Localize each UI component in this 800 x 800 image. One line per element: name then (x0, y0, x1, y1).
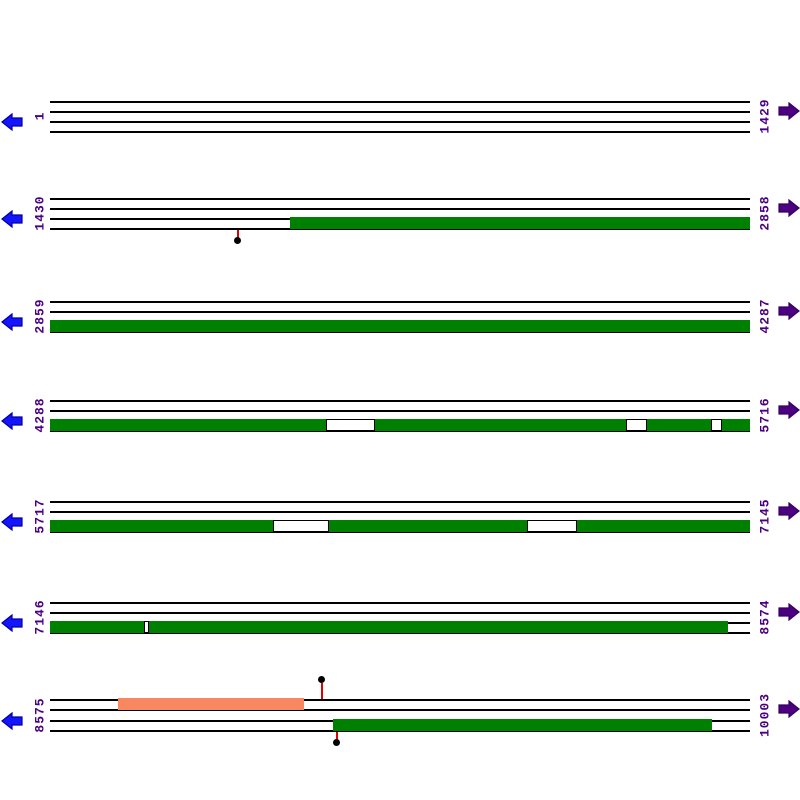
right-arrow-shape (778, 102, 800, 120)
feature-bar-orange (118, 698, 304, 710)
sequence-line (50, 101, 750, 103)
marker-stem (336, 732, 338, 740)
sequence-line (50, 198, 750, 200)
sequence-line (50, 111, 750, 113)
feature-gap (144, 621, 149, 633)
sequence-line (50, 602, 750, 604)
right-arrow-shape (778, 401, 800, 419)
feature-gap (326, 419, 375, 431)
left-arrow-shape (1, 313, 23, 331)
marker-dot (234, 237, 241, 244)
left-arrow-shape (1, 113, 23, 131)
scroll-right-arrow-icon[interactable] (778, 302, 800, 320)
scroll-right-arrow-icon[interactable] (778, 502, 800, 520)
sequence-line (50, 699, 750, 701)
marker-stem (321, 683, 323, 699)
marker-dot (318, 676, 325, 683)
feature-gap (626, 419, 647, 431)
scroll-right-arrow-icon[interactable] (778, 700, 800, 718)
feature-bar-green (50, 320, 750, 332)
feature-bar-green (290, 217, 750, 229)
left-arrow-shape (1, 712, 23, 730)
left-arrow-shape (1, 210, 23, 228)
sequence-line (50, 311, 750, 313)
sequence-line (50, 501, 750, 503)
feature-bar-green (333, 719, 712, 731)
scroll-right-arrow-icon[interactable] (778, 401, 800, 419)
feature-bar-green (50, 621, 728, 633)
sequence-line (50, 301, 750, 303)
sequence-line (50, 121, 750, 123)
sequence-line (50, 709, 750, 711)
sequence-line (50, 400, 750, 402)
feature-gap (273, 520, 329, 532)
scroll-left-arrow-icon[interactable] (1, 614, 23, 632)
scroll-right-arrow-icon[interactable] (778, 102, 800, 120)
sequence-line (50, 131, 750, 133)
start-coordinate-label: 8575 (32, 696, 48, 733)
right-arrow-shape (778, 700, 800, 718)
left-arrow-shape (1, 412, 23, 430)
sequence-line (50, 410, 750, 412)
marker-dot (333, 739, 340, 746)
scroll-left-arrow-icon[interactable] (1, 313, 23, 331)
scroll-left-arrow-icon[interactable] (1, 113, 23, 131)
end-coordinate-label: 10003 (757, 692, 773, 737)
right-arrow-shape (778, 603, 800, 621)
feature-gap (711, 419, 722, 431)
sequence-line (50, 511, 750, 513)
scroll-left-arrow-icon[interactable] (1, 412, 23, 430)
sequence-line (50, 208, 750, 210)
scroll-left-arrow-icon[interactable] (1, 210, 23, 228)
sequence-line (50, 612, 750, 614)
right-arrow-shape (778, 199, 800, 217)
marker-stem (237, 230, 239, 238)
scroll-right-arrow-icon[interactable] (778, 199, 800, 217)
scroll-left-arrow-icon[interactable] (1, 513, 23, 531)
right-arrow-shape (778, 502, 800, 520)
scroll-left-arrow-icon[interactable] (1, 712, 23, 730)
right-arrow-shape (778, 302, 800, 320)
feature-bar-green (50, 419, 750, 431)
feature-gap (527, 520, 577, 532)
left-arrow-shape (1, 513, 23, 531)
scroll-right-arrow-icon[interactable] (778, 603, 800, 621)
left-arrow-shape (1, 614, 23, 632)
